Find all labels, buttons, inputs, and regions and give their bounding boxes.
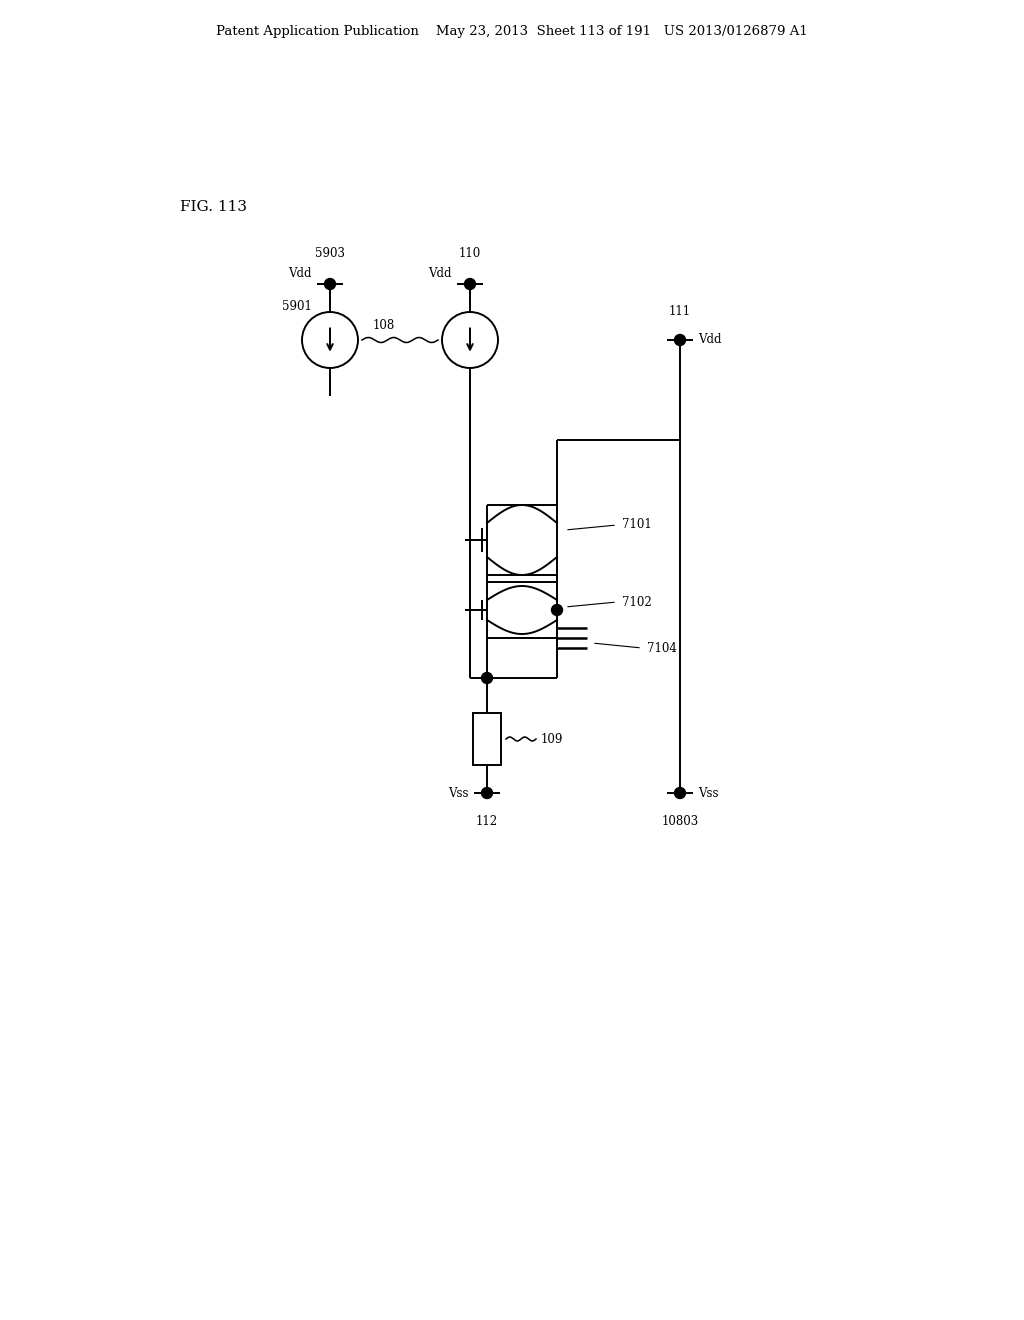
Text: FIG. 113: FIG. 113 <box>180 201 247 214</box>
Text: 110: 110 <box>459 247 481 260</box>
Circle shape <box>675 788 685 799</box>
Circle shape <box>325 279 336 289</box>
Circle shape <box>481 672 493 684</box>
Text: Patent Application Publication    May 23, 2013  Sheet 113 of 191   US 2013/01268: Patent Application Publication May 23, 2… <box>216 25 808 38</box>
Bar <box>473 713 501 766</box>
Text: Vdd: Vdd <box>698 334 722 346</box>
Circle shape <box>675 334 685 346</box>
Text: 7101: 7101 <box>622 519 651 532</box>
Text: 10803: 10803 <box>662 814 698 828</box>
Text: 7104: 7104 <box>647 642 677 655</box>
Text: Vdd: Vdd <box>289 267 312 280</box>
Text: 7102: 7102 <box>622 595 651 609</box>
Text: 5901: 5901 <box>283 300 312 313</box>
Text: 5903: 5903 <box>315 247 345 260</box>
Text: Vss: Vss <box>698 787 719 800</box>
Circle shape <box>552 605 562 615</box>
Text: 111: 111 <box>669 305 691 318</box>
Text: 108: 108 <box>373 319 395 333</box>
Circle shape <box>465 279 475 289</box>
Text: 109: 109 <box>541 733 563 746</box>
Text: Vss: Vss <box>449 787 469 800</box>
Text: 112: 112 <box>476 814 498 828</box>
Text: Vdd: Vdd <box>428 267 452 280</box>
Circle shape <box>481 788 493 799</box>
